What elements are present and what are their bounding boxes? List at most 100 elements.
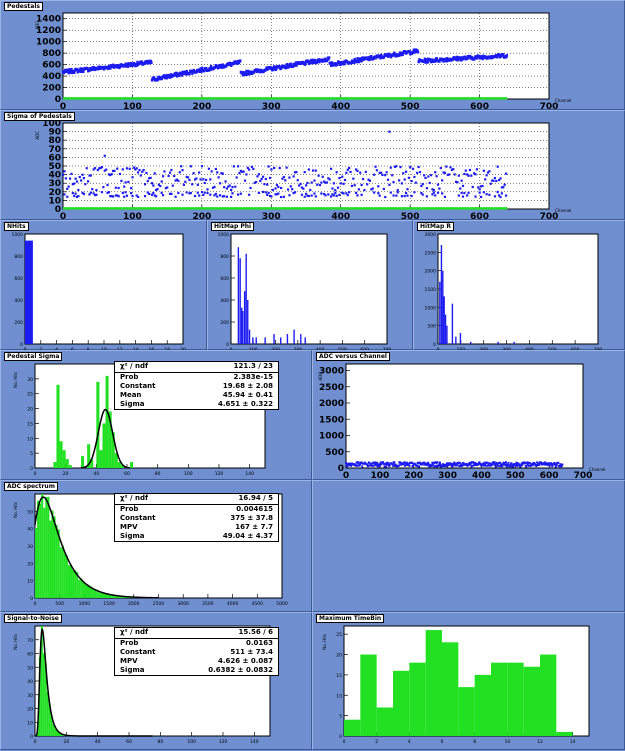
sigma-point <box>229 184 231 186</box>
sigma-point <box>480 196 482 198</box>
sigma-point <box>497 191 499 193</box>
sigma-title: Sigma of Pedestals <box>4 112 75 121</box>
signal_to_noise-bin <box>43 653 45 736</box>
adc_spectrum-xtick-label: 1500 <box>103 601 115 607</box>
sigma-point <box>172 185 174 187</box>
sigma-point <box>119 173 121 175</box>
stats-value: 19.68 ± 2.08 <box>223 382 273 391</box>
pedestal-point <box>417 51 419 54</box>
adc_spectrum-bin <box>66 555 68 598</box>
sigma-point <box>209 194 211 196</box>
adc-channel-point <box>418 465 420 467</box>
hitmap_r-bar <box>497 342 498 344</box>
sigma-ytick-label: 10 <box>48 196 61 206</box>
sigma-ytick-label: 70 <box>48 145 61 155</box>
adc-channel-point <box>557 462 559 464</box>
sigma-point <box>444 196 446 198</box>
pedestal-sigma-title: Pedestal Sigma <box>4 352 62 361</box>
sigma-point <box>351 185 353 187</box>
timebin-bin <box>540 655 556 736</box>
max_timebin-ytick-label: 5 <box>339 714 342 720</box>
sigma-point <box>149 177 151 179</box>
sigma-point <box>66 188 68 190</box>
sigma-point <box>483 170 485 172</box>
max_timebin-xtick-label: 12 <box>537 739 543 745</box>
sigma-point <box>461 180 463 182</box>
pedestal-zero-band <box>63 97 507 100</box>
sigma-point <box>311 195 313 197</box>
hitmap_phi-bar <box>280 337 281 344</box>
sigma-point <box>187 176 189 178</box>
max_timebin-ytick-label: 20 <box>336 653 342 659</box>
sigma-point <box>320 192 322 194</box>
signal_to_noise-xtick-label: 80 <box>157 739 163 745</box>
sigma-point <box>222 173 224 175</box>
sigma-point <box>152 192 154 194</box>
adc-channel-point <box>521 464 523 466</box>
sigma-point <box>426 187 428 189</box>
sigma-point <box>501 192 503 194</box>
signal_to_noise-xtick-label: 100 <box>187 739 196 745</box>
sigma-point <box>488 170 490 172</box>
sigma-point <box>433 192 435 194</box>
sigma-point <box>201 165 203 167</box>
sigma-point <box>155 195 157 197</box>
sigma-point <box>255 181 257 183</box>
signal_to_noise-ytick-label: 40 <box>27 679 33 685</box>
signal_to_noise-ylabel: No. Hits <box>13 634 18 650</box>
sigma-point <box>502 186 504 188</box>
adc_spectrum-bin <box>49 521 51 598</box>
sigma-point <box>417 166 419 168</box>
sigma-point <box>294 191 296 193</box>
pedestal_sigma-xtick-label: 80 <box>155 471 161 477</box>
sigma-point <box>248 194 250 196</box>
sigma-point <box>131 176 133 178</box>
adc-channel-point <box>485 465 487 467</box>
sigma-point <box>91 188 93 190</box>
sigma-point <box>348 167 350 169</box>
pedestals-ytick-label: 0 <box>55 95 61 105</box>
sigma-point <box>223 186 225 188</box>
sigma-point <box>374 166 376 168</box>
sigma-point <box>344 179 346 181</box>
hitmap_phi-bar <box>264 337 265 344</box>
sigma-point <box>238 172 240 174</box>
sigma-point <box>168 175 170 177</box>
sigma-point <box>305 184 307 186</box>
sigma-point <box>470 175 472 177</box>
sigma-point <box>433 189 435 191</box>
sigma-point <box>204 182 206 184</box>
sigma-point <box>497 166 499 168</box>
sigma-point <box>81 174 83 176</box>
stats-key: χ² / ndf <box>120 362 148 372</box>
sigma-point <box>413 176 415 178</box>
sigma-point <box>197 192 199 194</box>
sigma-point <box>401 195 403 197</box>
sigma-point <box>90 174 92 176</box>
hitmap_r-ytick-label: 2000 <box>425 269 437 275</box>
sigma-point <box>240 193 242 195</box>
stats-value: 49.04 ± 4.37 <box>223 532 273 541</box>
sigma-point <box>140 174 142 176</box>
max_timebin-xtick-label: 8 <box>473 739 476 745</box>
sigma-point <box>288 177 290 179</box>
adc_spectrum-xtick-label: 3000 <box>177 601 189 607</box>
timebin-bin <box>475 675 491 736</box>
pedestal-sigma-bin <box>102 423 105 468</box>
stats-value: 121.3 / 23 <box>234 362 273 372</box>
sigma-point <box>156 188 158 190</box>
sigma-point <box>161 180 163 182</box>
sigma-point <box>377 192 379 194</box>
sigma-point <box>348 191 350 193</box>
sigma-point <box>386 171 388 173</box>
sigma-point <box>122 192 124 194</box>
pedestal-point <box>239 59 241 62</box>
pedestal-sigma-bin <box>56 385 59 468</box>
adc-spectrum-title: ADC spectrum <box>4 482 58 491</box>
sigma-point <box>108 191 110 193</box>
sigma-point <box>304 171 306 173</box>
